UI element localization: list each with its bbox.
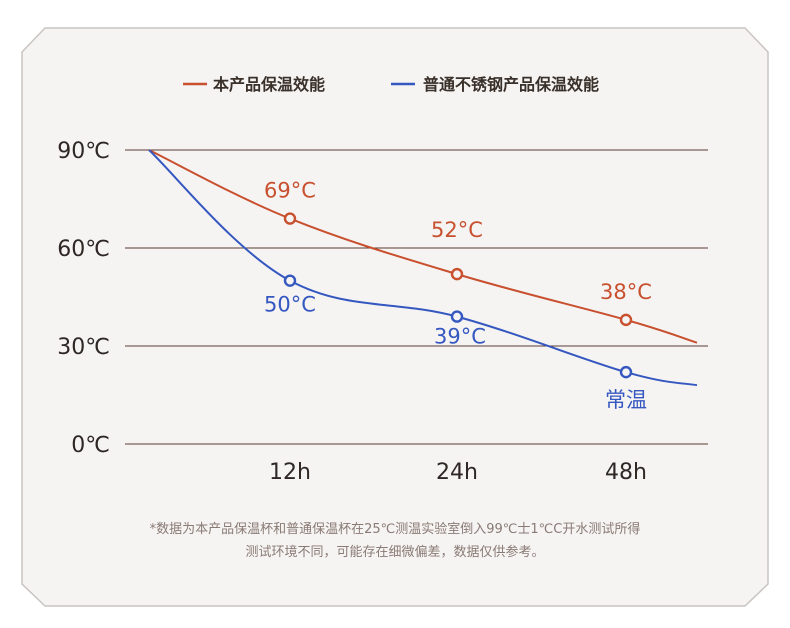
footnote-line-2: 测试环境不同，可能存在细微偏差，数据仅供参考。 [245, 544, 544, 560]
data-point [450, 310, 464, 323]
data-label: 52°C [431, 218, 483, 242]
series-points [283, 212, 633, 379]
x-axis-ticks: 12h 24h 48h [269, 460, 647, 485]
data-point [283, 212, 297, 225]
y-axis-ticks: 90℃ 60℃ 30℃ 0℃ [57, 139, 110, 458]
legend-label-series-1: 本产品保温效能 [213, 75, 325, 94]
data-point [619, 313, 633, 327]
data-point [283, 274, 297, 287]
legend: 本产品保温效能 普通不锈钢产品保温效能 [183, 75, 599, 94]
data-label: 常温 [605, 388, 647, 412]
data-label: 38°C [600, 280, 652, 304]
data-point [450, 267, 464, 281]
data-label: 39°C [434, 325, 486, 349]
data-label: 69°C [264, 179, 316, 203]
x-tick-label: 48h [605, 460, 647, 485]
y-tick-label: 90℃ [57, 139, 110, 164]
data-point [619, 365, 633, 379]
chart-panel [21, 27, 769, 607]
data-label: 50°C [264, 293, 316, 317]
grid-lines [125, 149, 708, 445]
y-tick-label: 60℃ [57, 237, 110, 262]
footnote-line-1: *数据为本产品保温杯和普通保温杯在25℃测温实验室倒入99℃士1℃C开水测试所得 [150, 521, 641, 537]
x-tick-label: 24h [436, 460, 478, 485]
x-tick-label: 12h [269, 460, 311, 485]
y-tick-label: 0℃ [71, 433, 110, 458]
legend-label-series-2: 普通不锈钢产品保温效能 [423, 75, 599, 94]
data-labels: 69°C 52°C 38°C 50°C 39°C 常温 [264, 179, 652, 413]
y-tick-label: 30℃ [57, 335, 110, 360]
